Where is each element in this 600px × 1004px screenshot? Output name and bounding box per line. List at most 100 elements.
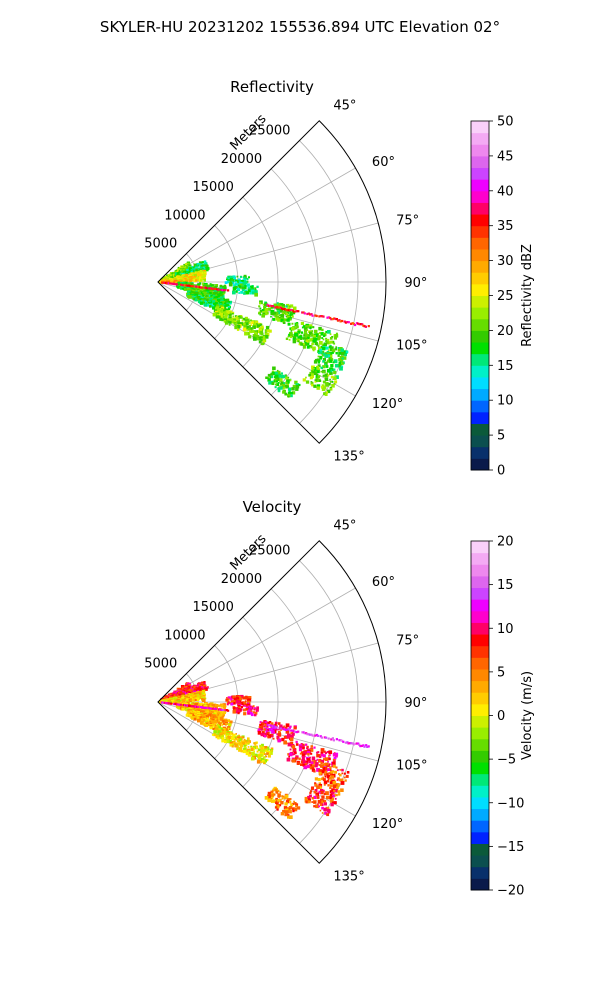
- echo-gate: [282, 795, 285, 798]
- echo-gate: [341, 772, 344, 775]
- echo-gate: [272, 318, 276, 321]
- echo-gate: [241, 742, 246, 746]
- echo-gate: [208, 715, 210, 718]
- echo-gate: [289, 729, 292, 732]
- colorbar-swatch: [471, 400, 489, 413]
- echo-gate: [267, 791, 271, 795]
- echo-gate: [232, 290, 236, 295]
- echo-gate: [279, 724, 283, 728]
- echo-gate: [329, 796, 333, 800]
- echo-gate: [316, 384, 321, 388]
- colorbar-swatch: [471, 353, 489, 366]
- echo-gate: [280, 726, 284, 730]
- echo-gate: [315, 377, 318, 381]
- echo-gate: [310, 733, 313, 736]
- colorbar-swatch: [471, 668, 489, 682]
- echo-gate: [283, 725, 286, 728]
- echo-gate: [233, 276, 236, 279]
- echo-gate: [218, 306, 221, 309]
- echo-gate: [305, 380, 310, 384]
- echo-gate: [252, 291, 256, 295]
- echo-gate: [236, 324, 241, 329]
- echo-gate: [337, 793, 341, 796]
- echo-gate: [331, 791, 335, 796]
- echo-gate: [195, 718, 199, 721]
- echo-gate: [234, 323, 237, 325]
- echo-gate: [218, 723, 221, 726]
- echo-gate: [315, 733, 318, 737]
- echo-gate: [164, 701, 168, 705]
- echo-gate: [332, 794, 335, 798]
- echo-gate: [318, 764, 321, 766]
- echo-gate: [342, 740, 345, 743]
- echo-gate: [302, 747, 305, 750]
- echo-gate: [326, 774, 331, 779]
- echo-gate: [201, 719, 203, 722]
- echo-gate: [317, 751, 320, 754]
- echo-gate: [181, 288, 184, 290]
- radial-tick-label: 5000: [144, 657, 177, 672]
- echo-gate: [224, 723, 227, 726]
- echo-gate: [215, 727, 219, 731]
- colorbar-swatch: [471, 283, 489, 296]
- echo-gate: [271, 305, 274, 308]
- echo-gate: [263, 335, 266, 338]
- echo-gate: [329, 340, 333, 344]
- colorbar-swatch: [471, 727, 489, 740]
- echo-gate: [197, 272, 201, 277]
- echo-gate: [242, 327, 247, 332]
- echo-gate: [230, 698, 233, 701]
- echo-gate: [202, 295, 205, 297]
- echo-gate: [280, 305, 283, 308]
- echo-gate: [325, 337, 328, 340]
- echo-gate: [339, 739, 342, 742]
- echo-gate: [352, 743, 355, 746]
- echo-gate: [325, 330, 328, 334]
- echo-gate: [327, 811, 331, 814]
- echo-gate: [259, 307, 262, 310]
- echo-gate: [218, 728, 221, 731]
- echo-gate: [314, 337, 318, 341]
- echo-gate: [288, 809, 292, 814]
- echo-gate: [301, 311, 304, 314]
- echo-gate: [323, 342, 327, 347]
- echo-gate: [289, 379, 292, 382]
- echo-gate: [327, 737, 330, 740]
- echo-gate: [257, 731, 262, 735]
- echo-gate: [287, 742, 292, 747]
- echo-gate: [334, 797, 337, 800]
- colorbar-swatch: [471, 155, 489, 169]
- echo-gate: [278, 314, 281, 317]
- echo-gate: [322, 351, 325, 354]
- colorbar-tick-label: −10: [497, 796, 524, 811]
- echo-gate: [366, 745, 369, 748]
- echo-gate: [194, 285, 197, 288]
- echo-gate: [233, 277, 236, 280]
- echo-gate: [325, 795, 330, 800]
- echo-gate: [291, 322, 294, 325]
- echo-gate: [303, 765, 308, 770]
- echo-gate: [174, 283, 177, 286]
- echo-gate: [288, 390, 291, 393]
- echo-gate: [313, 801, 316, 804]
- echo-gate: [223, 302, 227, 305]
- echo-gate: [293, 800, 295, 803]
- echo-gate: [248, 752, 252, 755]
- echo-gate: [241, 286, 245, 290]
- echo-gate: [295, 740, 298, 744]
- echo-gate: [214, 723, 217, 726]
- echo-gate: [344, 353, 347, 357]
- echo-gate: [332, 361, 335, 364]
- echo-gate: [295, 384, 300, 389]
- echo-gate: [326, 359, 329, 362]
- echo-gate: [221, 708, 224, 712]
- echo-gate: [335, 794, 338, 797]
- echo-gate: [322, 371, 325, 374]
- echo-gate: [270, 790, 274, 794]
- echo-gate: [198, 276, 202, 280]
- echo-gate: [256, 337, 260, 341]
- echo-gate: [264, 723, 268, 727]
- echo-gate: [250, 756, 255, 761]
- echo-gate: [225, 304, 228, 307]
- echo-gate: [254, 292, 258, 297]
